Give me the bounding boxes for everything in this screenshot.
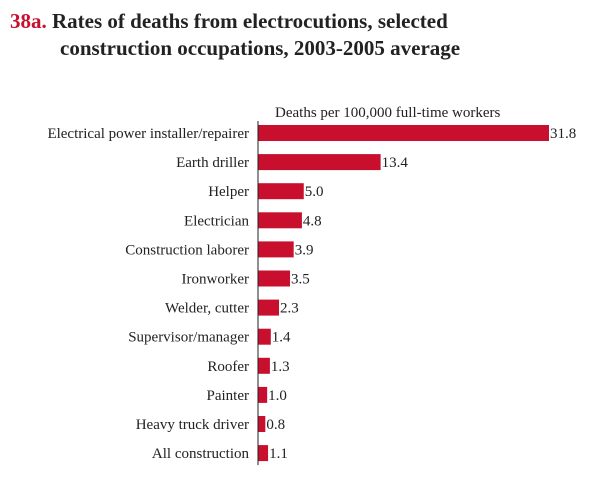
category-label: Welder, cutter [165, 301, 249, 317]
category-label: Construction laborer [125, 242, 249, 258]
title-line-2: construction occupations, 2003-2005 aver… [60, 36, 461, 60]
bar [258, 270, 291, 287]
value-label: 13.4 [382, 155, 409, 171]
value-label: 1.4 [272, 330, 291, 346]
value-label: 4.8 [303, 213, 322, 229]
category-label: Supervisor/manager [128, 330, 249, 346]
value-label: 1.1 [269, 446, 288, 462]
value-label: 3.5 [291, 272, 310, 288]
value-label: 0.8 [266, 417, 285, 433]
category-label: Roofer [207, 359, 249, 375]
x-axis-label: Deaths per 100,000 full-time workers [275, 105, 501, 121]
value-label: 5.0 [305, 184, 324, 200]
category-label: All construction [152, 446, 250, 462]
bar [258, 357, 270, 374]
chart-title: 38a. Rates of deaths from electrocutions… [10, 8, 580, 62]
category-label: Ironworker [182, 272, 249, 288]
bar [258, 125, 549, 141]
figure-number: 38a. [10, 9, 47, 33]
bar [258, 328, 271, 345]
title-line-1: Rates of deaths from electrocutions, sel… [52, 9, 448, 33]
bar [258, 299, 280, 316]
category-label: Electrician [184, 213, 249, 229]
bar [258, 241, 294, 258]
category-label: Painter [207, 388, 250, 404]
category-label: Heavy truck driver [136, 417, 249, 433]
bars-group: Electrical power installer/repairer 31.8 E… [47, 125, 576, 462]
value-label: 2.3 [280, 301, 299, 317]
value-label: 1.3 [271, 359, 290, 375]
bar [258, 416, 266, 432]
value-label: 1.0 [268, 388, 287, 404]
category-label: Earth driller [176, 155, 249, 171]
value-label: 3.9 [295, 242, 314, 258]
category-label: Helper [208, 184, 249, 200]
bar [258, 212, 302, 229]
category-label: Electrical power installer/repairer [47, 126, 249, 142]
bar [258, 386, 268, 403]
bar [258, 183, 304, 200]
value-label: 31.8 [550, 126, 576, 142]
bar [258, 154, 381, 171]
bar [258, 445, 269, 462]
